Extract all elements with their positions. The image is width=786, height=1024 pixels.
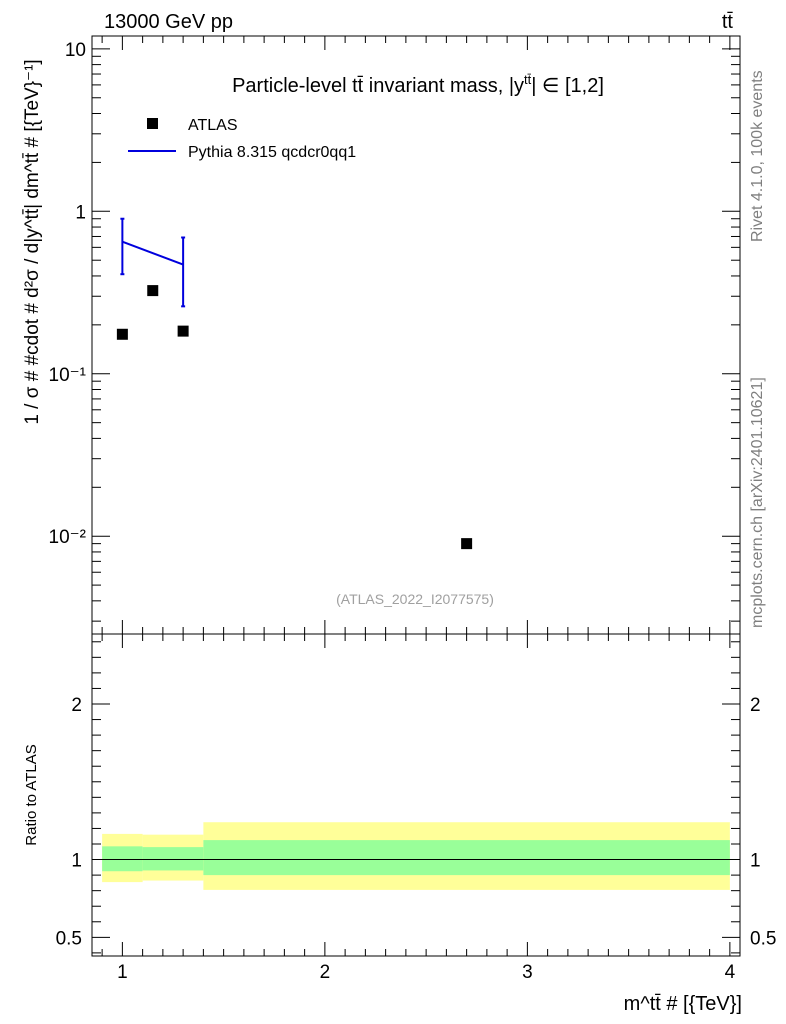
x-tick-label: 1: [117, 962, 128, 983]
title-sup: tt̄: [524, 72, 532, 87]
ratio-inner-band: [102, 846, 143, 872]
y-tick-label: 10⁻²: [49, 527, 87, 548]
atlas-data-point: [177, 325, 189, 337]
legend-atlas-label: ATLAS: [188, 117, 238, 134]
y-tick-label: 1: [75, 202, 86, 223]
y-tick-label: 10: [65, 40, 86, 61]
ratio-y-tick-label: 0.5: [56, 928, 82, 949]
process-label: tt̄: [722, 11, 734, 33]
ratio-y-tick-label: 2: [71, 695, 82, 716]
ratio-y-tick-label-right: 0.5: [750, 928, 776, 949]
ratio-inner-band: [203, 840, 730, 876]
x-tick-label: 3: [522, 962, 533, 983]
title-text: Particle-level tt̄ invariant mass, |y: [232, 75, 524, 97]
ratio-ylabel: Ratio to ATLAS: [23, 744, 40, 845]
main-ylabel: 1 / σ # #cdot # d²σ / d|y^tt̄| dm^tt̄ # …: [22, 59, 43, 424]
main-panel: 10 1 10⁻¹ 10⁻² Particle-level tt̄ invariant…: [22, 35, 741, 635]
ratio-y-tick-label: 1: [71, 851, 82, 872]
main-title: Particle-level tt̄ invariant mass, |ytt̄…: [232, 72, 604, 97]
x-axis-label: m^tt̄ # [{TeV}]: [624, 993, 742, 1015]
x-tick-label: 2: [320, 962, 331, 983]
analysis-watermark: (ATLAS_2022_I2077575): [336, 591, 494, 607]
ratio-frame: [91, 633, 741, 957]
ratio-y-tick-label-right: 2: [750, 695, 761, 716]
atlas-data-point: [147, 285, 159, 297]
ratio-inner-band: [142, 847, 204, 871]
ratio-panel: 0.5 0.5 1 1 2 2 1 2 3 4 Ratio to ATLAS m^tt̄ # [{…: [23, 633, 776, 1015]
rivet-label: Rivet 4.1.0, 100k events: [749, 70, 766, 242]
main-marks: [116, 217, 473, 550]
x-tick-label: 4: [725, 962, 736, 983]
legend-pythia-label: Pythia 8.315 qcdcr0qq1: [188, 144, 356, 161]
atlas-data-point: [461, 538, 473, 550]
pythia-series-line: [122, 240, 184, 266]
main-ticks: 10 1 10⁻¹ 10⁻²: [49, 36, 740, 634]
legend-atlas-marker: [147, 118, 158, 129]
y-tick-label: 10⁻¹: [49, 365, 87, 386]
atlas-data-point: [116, 328, 128, 340]
source-label: mcplots.cern.ch [arXiv:2401.10621]: [749, 377, 766, 628]
ratio-bands: [102, 822, 730, 890]
ratio-y-tick-label-right: 1: [750, 851, 761, 872]
energy-label: 13000 GeV pp: [104, 11, 233, 33]
title-tail: | ∈ [1,2]: [531, 75, 604, 97]
ratio-ticks: 0.5 0.5 1 1 2 2 1 2 3 4: [56, 634, 776, 983]
